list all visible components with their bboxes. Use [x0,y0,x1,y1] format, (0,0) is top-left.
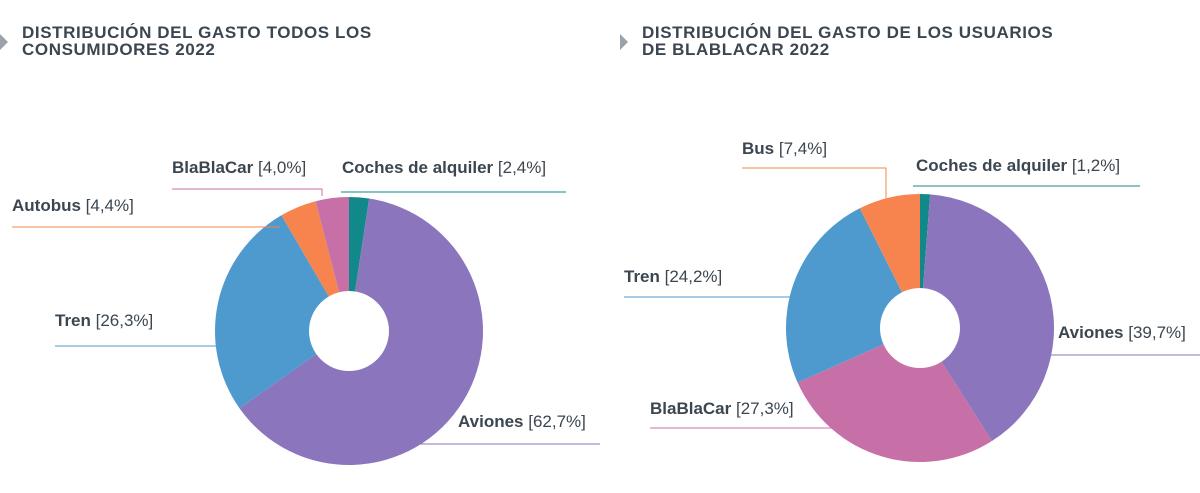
slice-label-name: Aviones [458,412,528,431]
slice-label-name: Aviones [1058,323,1128,342]
chevron-right-icon [0,34,8,50]
slice-label-name: Coches de alquiler [342,158,498,177]
slice-label-value: [27,3%] [736,399,794,418]
chevron-right-icon [620,34,628,50]
slice-label-name: Tren [55,311,96,330]
slice-label-coches-de-alquiler: Coches de alquiler [2,4%] [342,158,546,177]
slice-label-aviones: Aviones [39,7%] [1058,323,1186,342]
pie-slice-tren [214,215,349,409]
slice-label-value: [2,4%] [498,158,546,177]
slice-label-name: BlaBlaCar [172,158,258,177]
slice-label-tren: Tren [26,3%] [55,311,153,330]
leader-line-bus [742,167,887,206]
donut-hole [309,291,389,371]
slice-label-blablacar: BlaBlaCar [27,3%] [650,399,794,418]
slice-label-value: [24,2%] [665,267,723,286]
chart-title: DISTRIBUCIÓN DEL GASTO TODOS LOS CONSUMI… [22,23,372,59]
slice-label-name: Tren [624,267,665,286]
pie-slice-aviones [920,194,1055,442]
slice-label-aviones: Aviones [62,7%] [458,412,586,431]
pie-slice-blablacar [797,328,992,463]
slice-label-value: [62,7%] [528,412,586,431]
slice-label-value: [26,3%] [96,311,154,330]
slice-label-coches-de-alquiler: Coches de alquiler [1,2%] [916,156,1120,175]
pie-chart-blablacar-users: Coches de alquiler [1,2%] Aviones [39,7%]… [624,139,1200,463]
slice-label-bus: Bus [7,4%] [742,139,827,158]
slice-label-autobus: Autobus [4,4%] [12,196,134,215]
chart-panel-all-consumers: DISTRIBUCIÓN DEL GASTO TODOS LOS CONSUMI… [0,23,600,466]
slice-label-value: [1,2%] [1072,156,1120,175]
donut-hole [880,288,960,368]
slice-label-value: [7,4%] [779,139,827,158]
slice-label-name: Coches de alquiler [916,156,1072,175]
chart-panel-blablacar-users: DISTRIBUCIÓN DEL GASTO DE LOS USUARIOS D… [610,0,1200,493]
slice-label-name: BlaBlaCar [650,399,736,418]
leader-line-blablacar [172,188,323,196]
slice-label-value: [4,0%] [258,158,306,177]
pie-chart-all-consumers: Coches de alquiler [2,4%] Aviones [62,7%]… [12,158,600,466]
slice-label-name: Autobus [12,196,86,215]
slice-label-value: [39,7%] [1128,323,1186,342]
slice-label-name: Bus [742,139,779,158]
slice-label-value: [4,4%] [86,196,134,215]
slice-label-tren: Tren [24,2%] [624,267,722,286]
chart-title: DISTRIBUCIÓN DEL GASTO DE LOS USUARIOS D… [642,23,1054,59]
slice-label-blablacar: BlaBlaCar [4,0%] [172,158,306,177]
